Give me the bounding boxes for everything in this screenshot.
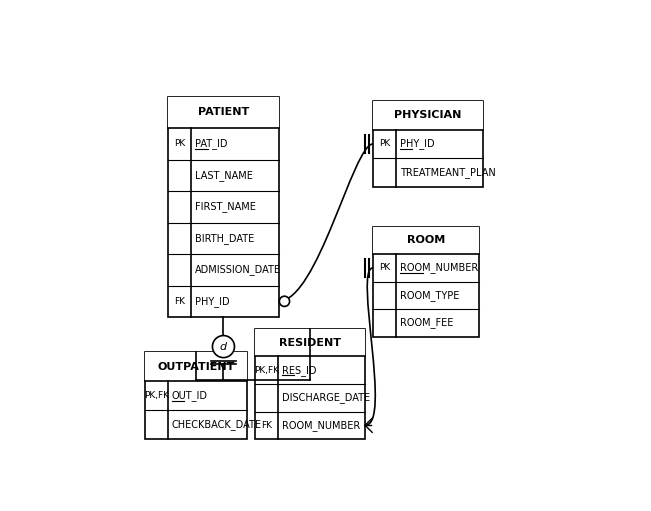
Text: FIRST_NAME: FIRST_NAME — [195, 201, 256, 213]
Text: PATIENT: PATIENT — [198, 107, 249, 118]
Text: PHYSICIAN: PHYSICIAN — [395, 110, 462, 120]
Text: PK,FK: PK,FK — [144, 391, 169, 400]
Text: PK: PK — [379, 263, 390, 272]
Bar — [373, 101, 483, 129]
Text: CHECKBACK_DATE: CHECKBACK_DATE — [171, 419, 262, 430]
Text: ROOM: ROOM — [407, 236, 445, 245]
Text: RESIDENT: RESIDENT — [279, 338, 341, 347]
Text: PK: PK — [174, 140, 186, 149]
Bar — [145, 353, 247, 381]
Bar — [373, 226, 479, 254]
Circle shape — [279, 296, 290, 307]
Circle shape — [212, 336, 234, 358]
Text: DISCHARGE_DATE: DISCHARGE_DATE — [282, 392, 370, 403]
Text: LAST_NAME: LAST_NAME — [195, 170, 253, 181]
Bar — [169, 97, 279, 128]
Text: ROOM_NUMBER: ROOM_NUMBER — [400, 263, 478, 273]
Text: OUT_ID: OUT_ID — [171, 390, 208, 401]
Text: FK: FK — [261, 421, 272, 430]
Text: PK,FK: PK,FK — [254, 366, 279, 375]
Bar — [145, 353, 247, 439]
Bar — [255, 329, 365, 357]
Text: ROOM_TYPE: ROOM_TYPE — [400, 290, 459, 301]
Text: d: d — [220, 341, 227, 352]
Text: RES_ID: RES_ID — [282, 365, 316, 376]
Bar — [169, 97, 279, 317]
Text: ADMISSION_DATE: ADMISSION_DATE — [195, 264, 281, 275]
Text: PK: PK — [379, 140, 390, 149]
Text: TREATMEANT_PLAN: TREATMEANT_PLAN — [400, 167, 495, 178]
Bar — [255, 329, 365, 439]
Text: ROOM_NUMBER: ROOM_NUMBER — [282, 420, 360, 431]
Text: BIRTH_DATE: BIRTH_DATE — [195, 233, 255, 244]
Text: PAT_ID: PAT_ID — [195, 138, 228, 149]
Bar — [373, 226, 479, 337]
Bar — [373, 101, 483, 187]
Text: PHY_ID: PHY_ID — [195, 296, 230, 307]
Text: PHY_ID: PHY_ID — [400, 138, 434, 149]
Text: ROOM_FEE: ROOM_FEE — [400, 317, 453, 329]
Text: FK: FK — [174, 297, 186, 306]
Text: OUTPATIENT: OUTPATIENT — [158, 362, 234, 372]
